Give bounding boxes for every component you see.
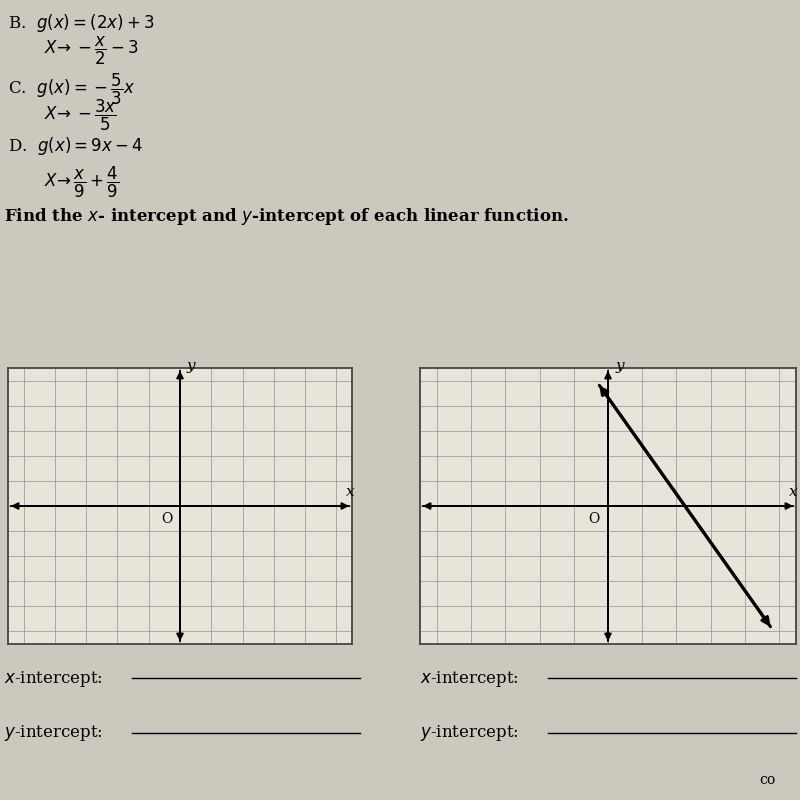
Text: C.  $g(x) = -\dfrac{5}{3}x$: C. $g(x) = -\dfrac{5}{3}x$: [8, 72, 135, 107]
Text: D.  $g(x) = 9x - 4$: D. $g(x) = 9x - 4$: [8, 134, 143, 157]
Text: O: O: [588, 512, 599, 526]
Text: $X\!\rightarrow -\dfrac{3x}{5}$: $X\!\rightarrow -\dfrac{3x}{5}$: [44, 98, 117, 133]
Text: $x$-intercept:: $x$-intercept:: [420, 669, 518, 689]
Text: O: O: [161, 512, 172, 526]
Text: Find the $x$- intercept and $y$-intercept of each linear function.: Find the $x$- intercept and $y$-intercep…: [4, 206, 569, 227]
Text: x: x: [346, 485, 354, 499]
Text: x: x: [789, 485, 798, 499]
Text: B.  $g(x) = (2x) + 3$: B. $g(x) = (2x) + 3$: [8, 11, 155, 34]
Text: $y$-intercept:: $y$-intercept:: [4, 723, 102, 743]
Text: $x$-intercept:: $x$-intercept:: [4, 669, 102, 689]
Text: $y$-intercept:: $y$-intercept:: [420, 723, 518, 743]
Text: $X\!\rightarrow -\dfrac{x}{2} - 3$: $X\!\rightarrow -\dfrac{x}{2} - 3$: [44, 34, 138, 67]
Text: $X\!\rightarrow \dfrac{x}{9} + \dfrac{4}{9}$: $X\!\rightarrow \dfrac{x}{9} + \dfrac{4}…: [44, 165, 119, 200]
Text: y: y: [187, 359, 195, 373]
Text: co: co: [760, 773, 776, 787]
Text: y: y: [615, 359, 624, 373]
